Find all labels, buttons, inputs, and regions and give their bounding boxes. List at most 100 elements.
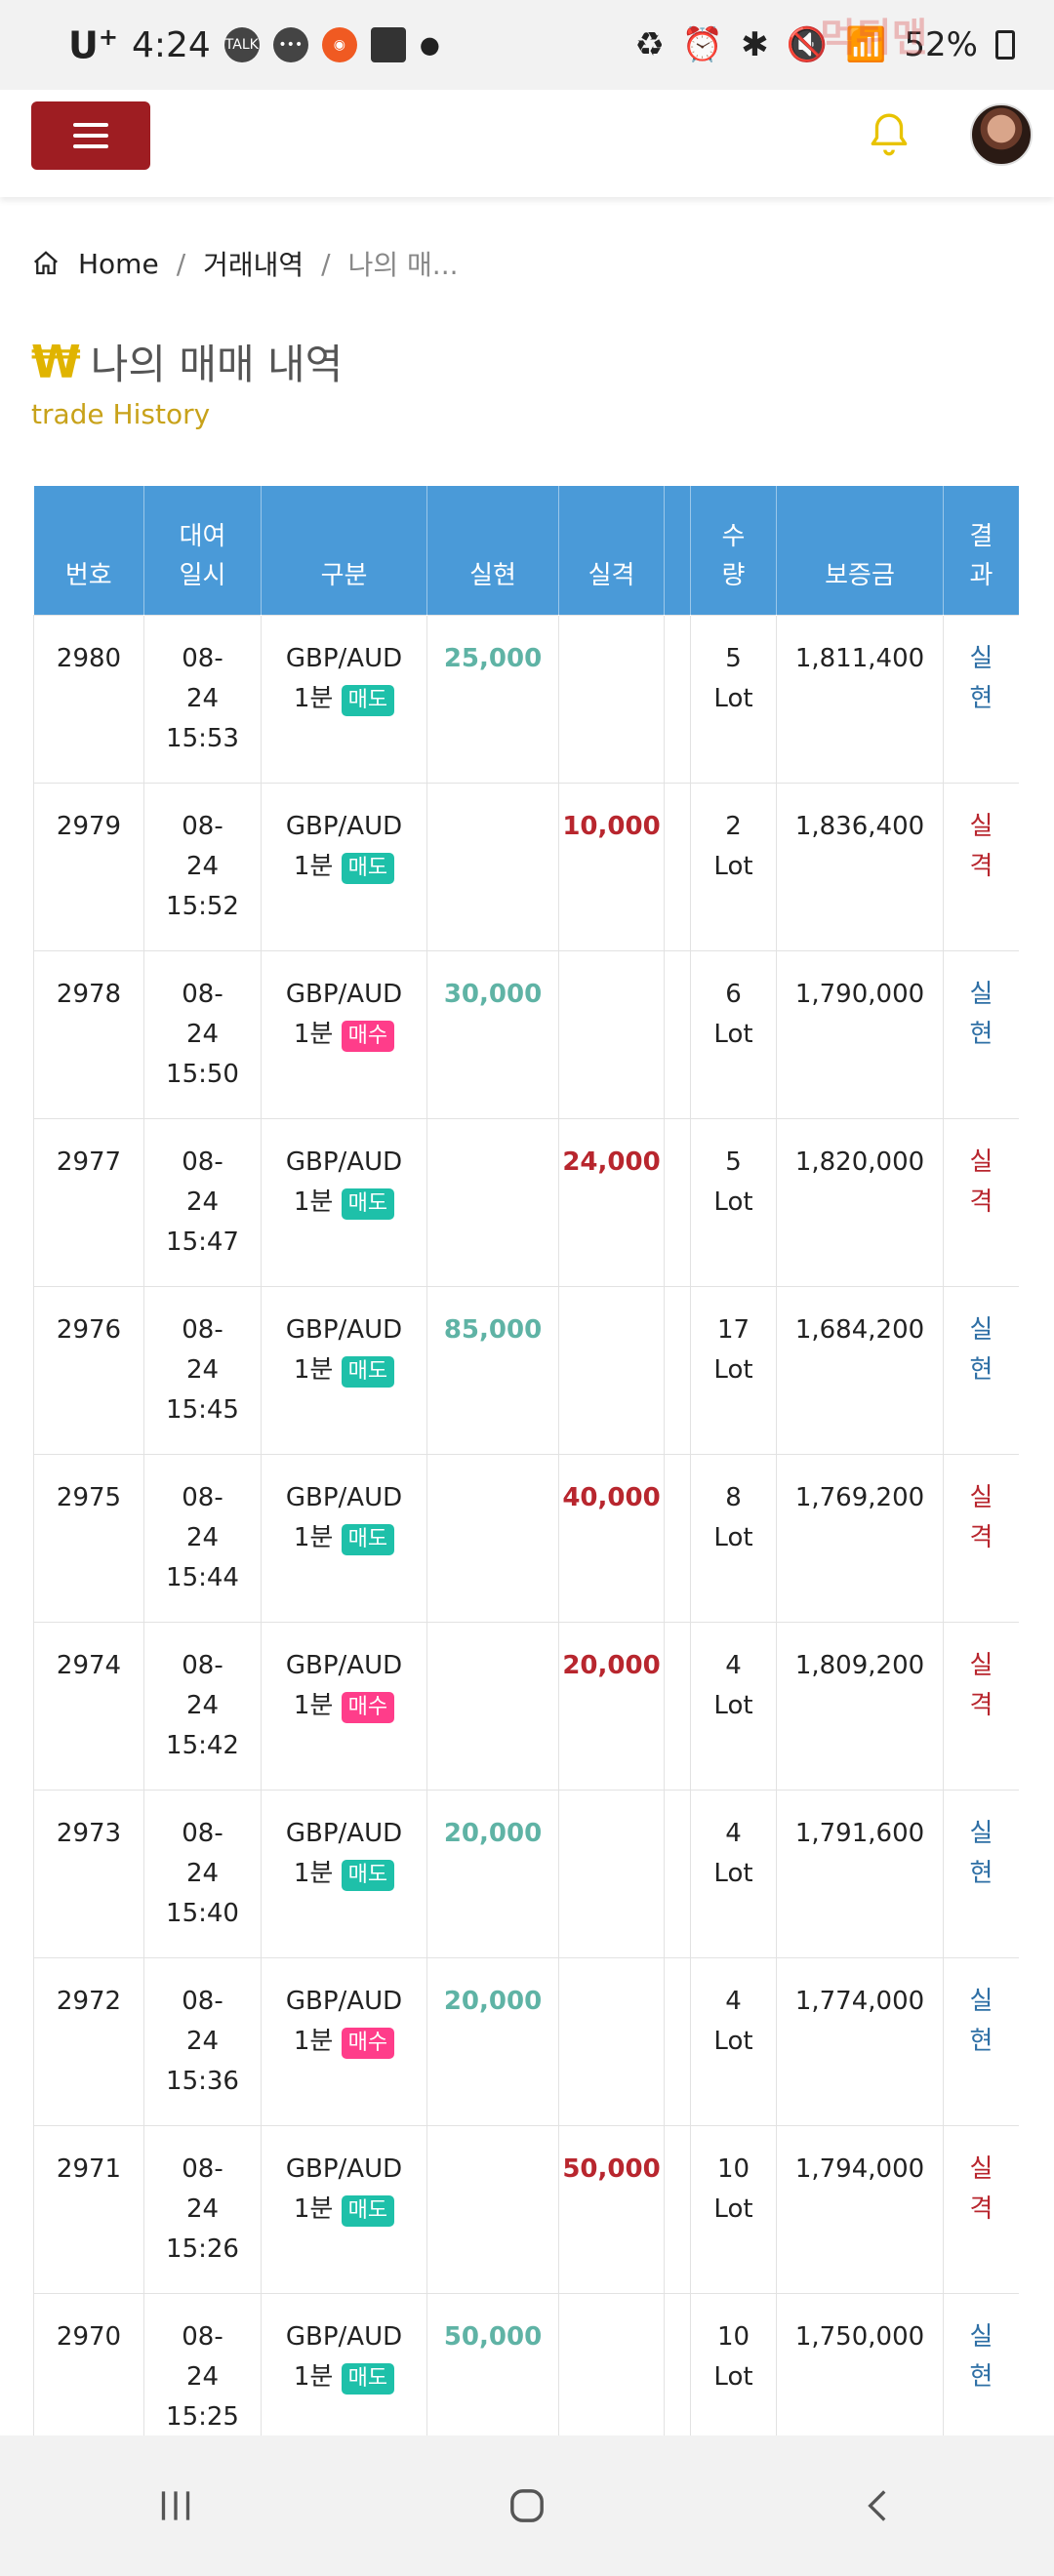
table-row[interactable]: 2970 08- 24 15:25 GBP/AUD 1분 매도 50,000 10 Lot 1,7… xyxy=(33,2292,1019,2437)
cell-margin: 1,794,000 xyxy=(776,2124,944,2294)
breadcrumb-separator: / xyxy=(176,247,186,280)
cell-no: 2979 xyxy=(33,782,144,951)
col-header-date: 대여 일시 xyxy=(143,486,262,615)
table-row[interactable]: 2976 08- 24 15:45 GBP/AUD 1분 매도 85,000 17 Lot 1,6… xyxy=(33,1285,1019,1455)
cell-no: 2976 xyxy=(33,1285,144,1455)
back-icon xyxy=(868,2490,886,2521)
menu-icon-bar xyxy=(73,134,108,138)
side-badge: 매도 xyxy=(341,684,395,716)
side-badge: 매도 xyxy=(341,852,395,884)
cell-date: 08- 24 15:50 xyxy=(143,949,262,1119)
cell-margin: 1,774,000 xyxy=(776,1956,944,2126)
bell-icon[interactable] xyxy=(865,111,913,160)
cell-loss xyxy=(558,949,665,1119)
breadcrumb-separator: / xyxy=(321,247,331,280)
cell-no: 2973 xyxy=(33,1789,144,1958)
table-body: 2980 08- 24 15:53 GBP/AUD 1분 매도 25,000 5 Lot 1,81… xyxy=(33,614,1019,2437)
cell-gain: 30,000 xyxy=(426,949,559,1119)
table-row[interactable]: 2978 08- 24 15:50 GBP/AUD 1분 매수 30,000 6 Lot 1,79… xyxy=(33,949,1019,1119)
home-icon xyxy=(34,251,58,275)
app-header xyxy=(0,90,1054,197)
watermark-logo: 먹튀맨 xyxy=(820,16,928,60)
cell-type: GBP/AUD 1분 매도 xyxy=(261,2292,427,2437)
cell-gain xyxy=(426,1117,559,1287)
cell-gain xyxy=(426,1621,559,1791)
cell-no: 2971 xyxy=(33,2124,144,2294)
cell-type: GBP/AUD 1분 매수 xyxy=(261,1621,427,1791)
cell-date: 08- 24 15:40 xyxy=(143,1789,262,1958)
table-row[interactable]: 2979 08- 24 15:52 GBP/AUD 1분 매도 10,000 2 Lot 1,83… xyxy=(33,782,1019,951)
recents-button[interactable] xyxy=(137,2476,215,2535)
cell-spacer xyxy=(664,1453,691,1623)
cell-qty: 6 Lot xyxy=(690,949,777,1119)
cell-gain xyxy=(426,782,559,951)
breadcrumb-section[interactable]: 거래내역 xyxy=(203,249,304,281)
table-row[interactable]: 2974 08- 24 15:42 GBP/AUD 1분 매수 20,000 4 Lot 1,80… xyxy=(33,1621,1019,1791)
col-header-loss: 실격 xyxy=(558,486,665,615)
cell-gain xyxy=(426,2124,559,2294)
page-title-text: 나의 매매 내역 xyxy=(90,341,344,388)
bluetooth-icon: ✱ xyxy=(741,25,769,64)
page-subtitle: trade History xyxy=(31,398,211,430)
cell-no: 2977 xyxy=(33,1117,144,1287)
cell-qty: 5 Lot xyxy=(690,614,777,784)
breadcrumb-home[interactable]: Home xyxy=(78,247,159,280)
cell-loss xyxy=(558,2292,665,2437)
col-header-no: 번호 xyxy=(33,486,144,615)
cell-loss xyxy=(558,1285,665,1455)
home-nav-icon xyxy=(510,2489,544,2522)
cell-date: 08- 24 15:47 xyxy=(143,1117,262,1287)
cell-qty: 2 Lot xyxy=(690,782,777,951)
cell-margin: 1,684,200 xyxy=(776,1285,944,1455)
cell-qty: 4 Lot xyxy=(690,1956,777,2126)
menu-button[interactable] xyxy=(31,101,150,170)
back-button[interactable] xyxy=(839,2476,917,2535)
avatar[interactable] xyxy=(970,103,1033,166)
cell-no: 2974 xyxy=(33,1621,144,1791)
cell-date: 08- 24 15:26 xyxy=(143,2124,262,2294)
cell-no: 2980 xyxy=(33,614,144,784)
won-icon: ₩ xyxy=(31,335,81,388)
table-row[interactable]: 2975 08- 24 15:44 GBP/AUD 1분 매도 40,000 8 Lot 1,76… xyxy=(33,1453,1019,1623)
col-header-spacer xyxy=(664,486,691,615)
cell-spacer xyxy=(664,2124,691,2294)
table-row[interactable]: 2973 08- 24 15:40 GBP/AUD 1분 매도 20,000 4 Lot 1,79… xyxy=(33,1789,1019,1958)
cell-gain: 20,000 xyxy=(426,1956,559,2126)
cell-loss xyxy=(558,614,665,784)
cell-spacer xyxy=(664,1789,691,1958)
cell-margin: 1,790,000 xyxy=(776,949,944,1119)
side-badge: 매도 xyxy=(341,2362,395,2395)
cell-margin: 1,836,400 xyxy=(776,782,944,951)
cell-loss xyxy=(558,1789,665,1958)
side-badge: 매수 xyxy=(341,1691,395,1723)
table-row[interactable]: 2977 08- 24 15:47 GBP/AUD 1분 매도 24,000 5 Lot 1,82… xyxy=(33,1117,1019,1287)
table-row[interactable]: 2971 08- 24 15:26 GBP/AUD 1분 매도 50,000 10 Lot 1,7… xyxy=(33,2124,1019,2294)
mute-icon: 🔇 xyxy=(786,25,829,64)
side-badge: 매도 xyxy=(341,2194,395,2227)
side-badge: 매도 xyxy=(341,1859,395,1891)
cell-date: 08- 24 15:36 xyxy=(143,1956,262,2126)
cell-gain: 85,000 xyxy=(426,1285,559,1455)
clock: 4:24 xyxy=(131,24,211,65)
home-nav-button[interactable] xyxy=(488,2476,566,2535)
cell-gain: 25,000 xyxy=(426,614,559,784)
cell-type: GBP/AUD 1분 매도 xyxy=(261,614,427,784)
cell-qty: 17 Lot xyxy=(690,1285,777,1455)
record-icon: ◉ xyxy=(321,27,357,62)
cell-margin: 1,811,400 xyxy=(776,614,944,784)
table-row[interactable]: 2972 08- 24 15:36 GBP/AUD 1분 매수 20,000 4 Lot 1,77… xyxy=(33,1956,1019,2126)
cell-type: GBP/AUD 1분 매도 xyxy=(261,782,427,951)
cell-date: 08- 24 15:45 xyxy=(143,1285,262,1455)
cell-spacer xyxy=(664,1621,691,1791)
cell-loss: 50,000 xyxy=(558,2124,665,2294)
battery-icon xyxy=(995,30,1015,60)
table-row[interactable]: 2980 08- 24 15:53 GBP/AUD 1분 매도 25,000 5 Lot 1,81… xyxy=(33,614,1019,784)
